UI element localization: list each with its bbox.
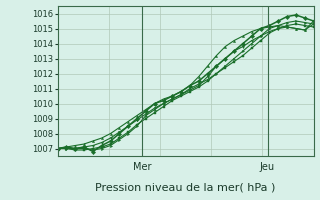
Text: Pression niveau de la mer( hPa ): Pression niveau de la mer( hPa )	[95, 183, 276, 193]
Text: Mer: Mer	[133, 162, 151, 172]
Text: Jeu: Jeu	[260, 162, 275, 172]
